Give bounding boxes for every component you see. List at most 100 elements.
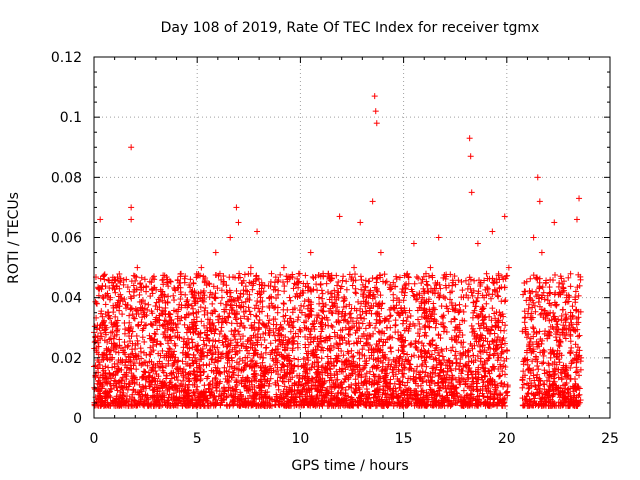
data-point-background — [572, 369, 579, 376]
data-point-background — [172, 287, 179, 294]
data-point-background — [236, 331, 243, 338]
data-point-background — [471, 277, 478, 284]
data-point-background — [567, 338, 574, 345]
data-point-background — [221, 332, 228, 339]
data-point-background — [520, 381, 527, 388]
data-point-background — [422, 329, 429, 336]
data-point-background — [340, 273, 347, 280]
data-point-background — [498, 344, 505, 351]
data-point-background — [159, 347, 166, 354]
data-point-background — [180, 377, 187, 384]
data-point-background — [143, 321, 150, 328]
data-point-background — [393, 276, 400, 283]
data-point-background — [390, 297, 397, 304]
data-point-background — [188, 336, 195, 343]
data-point-background — [281, 283, 288, 290]
data-point-background — [576, 332, 583, 339]
data-point-background — [573, 315, 580, 322]
data-point-background — [406, 307, 413, 314]
data-point-background — [326, 346, 333, 353]
data-point-background — [469, 314, 476, 321]
data-point-background — [315, 294, 322, 301]
data-point-background — [562, 335, 569, 342]
data-point-background — [319, 290, 326, 297]
data-point-background — [275, 386, 282, 393]
data-point-background — [290, 341, 297, 348]
data-point-background — [413, 273, 420, 280]
data-point-background — [419, 276, 426, 283]
data-point-background — [337, 327, 344, 334]
data-point-background — [114, 387, 121, 394]
data-point-background — [118, 294, 125, 301]
data-point-background — [303, 318, 310, 325]
data-point-background — [115, 365, 122, 372]
data-point-background — [324, 353, 331, 360]
data-point-background — [184, 335, 191, 342]
data-point-background — [553, 337, 560, 344]
data-point-background — [387, 312, 394, 319]
data-point-background — [421, 373, 428, 380]
data-point-background — [572, 341, 579, 348]
data-point-background — [549, 385, 556, 392]
data-point-background — [432, 324, 439, 331]
data-point-background — [105, 277, 112, 284]
data-point-background — [565, 274, 572, 281]
data-point-background — [335, 294, 342, 301]
data-point-background — [381, 271, 388, 278]
data-point-background — [520, 368, 527, 375]
data-point-background — [423, 281, 430, 288]
data-point-background — [322, 322, 329, 329]
data-point-background — [149, 310, 156, 317]
data-point-background — [374, 288, 381, 295]
data-point-background — [267, 340, 274, 347]
data-point-background — [467, 390, 474, 397]
data-point-background — [525, 331, 532, 338]
data-point-background — [429, 365, 436, 372]
data-point-background — [415, 382, 422, 389]
data-point-background — [187, 371, 194, 378]
data-point-background — [126, 319, 133, 326]
data-point-background — [95, 343, 102, 350]
data-point-background — [302, 272, 309, 279]
data-point-background — [474, 353, 481, 360]
data-point-background — [362, 325, 369, 332]
data-point-background — [236, 270, 243, 277]
data-point-background — [121, 339, 128, 346]
data-point-background — [264, 312, 271, 319]
data-point-background — [567, 270, 574, 277]
data-point-background — [216, 313, 223, 320]
data-point-background — [178, 314, 185, 321]
data-point-background — [329, 324, 336, 331]
data-point-background — [501, 381, 508, 388]
data-point-background — [439, 348, 446, 355]
data-point-background — [363, 370, 370, 377]
data-point-background — [228, 320, 235, 327]
data-point-background — [147, 344, 154, 351]
data-point-background — [455, 277, 462, 284]
data-point-background — [340, 352, 347, 359]
data-point-background — [410, 292, 417, 299]
data-point-background — [218, 287, 225, 294]
data-point-background — [495, 317, 502, 324]
data-point-background — [412, 296, 419, 303]
data-point-background — [266, 317, 273, 324]
data-point-background — [136, 291, 143, 298]
data-point-background — [477, 358, 484, 365]
data-point-background — [102, 331, 109, 338]
data-point-background — [574, 326, 581, 333]
data-point-background — [382, 316, 389, 323]
data-point-background — [445, 308, 452, 315]
data-point-background — [119, 374, 126, 381]
data-point-background — [400, 317, 407, 324]
data-point-background — [121, 296, 128, 303]
data-point-background — [482, 360, 489, 367]
data-point-background — [202, 304, 209, 311]
data-point-background — [282, 334, 289, 341]
data-point-background — [272, 274, 279, 281]
data-point-background — [435, 349, 442, 356]
data-point-background — [161, 317, 168, 324]
data-point-background — [423, 278, 430, 285]
data-point-background — [452, 365, 459, 372]
data-point-background — [287, 297, 294, 304]
data-point-background — [525, 310, 532, 317]
